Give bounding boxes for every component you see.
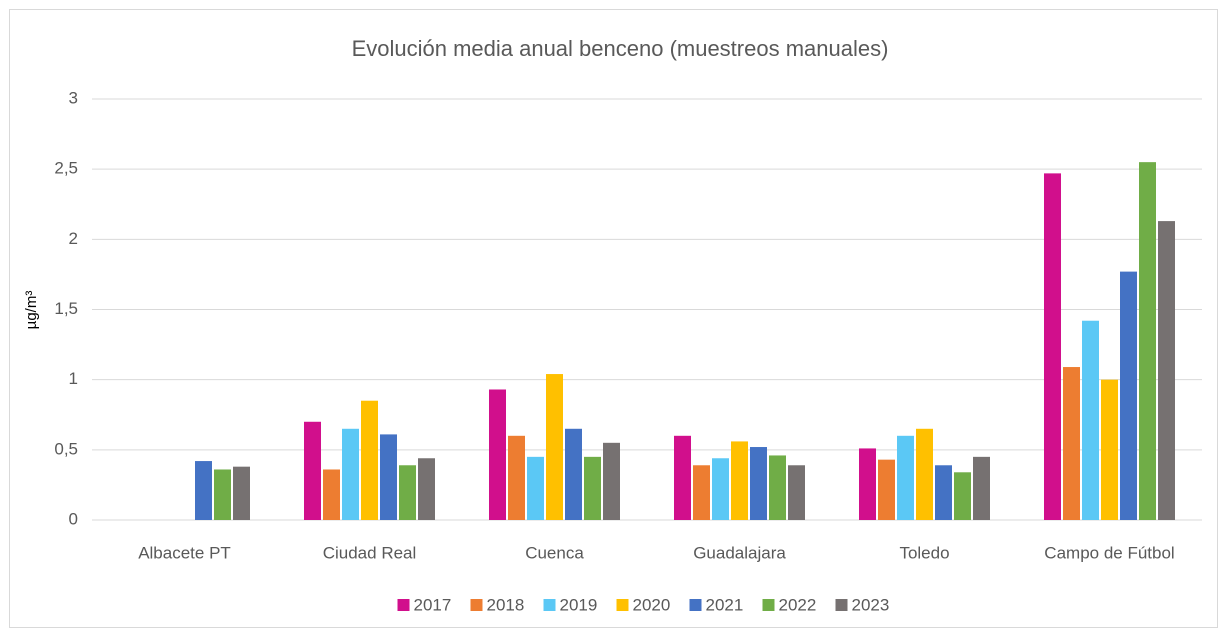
bar bbox=[565, 428, 582, 520]
bar bbox=[674, 435, 691, 520]
bar bbox=[954, 472, 971, 520]
bar bbox=[380, 434, 397, 520]
chart-border bbox=[9, 9, 1218, 628]
y-tick-label: 0,5 bbox=[54, 439, 78, 458]
x-tick-label: Guadalajara bbox=[693, 543, 786, 562]
bar bbox=[323, 469, 340, 520]
bar bbox=[508, 435, 525, 520]
bar bbox=[750, 447, 767, 520]
bar bbox=[527, 456, 544, 520]
bar bbox=[546, 374, 563, 520]
bar bbox=[859, 448, 876, 520]
bar bbox=[304, 421, 321, 520]
legend-label: 2023 bbox=[852, 595, 890, 614]
y-tick-label: 1 bbox=[69, 369, 78, 388]
y-tick-label: 2,5 bbox=[54, 159, 78, 178]
chart-title: Evolución media anual benceno (muestreos… bbox=[352, 36, 889, 61]
bar bbox=[916, 428, 933, 520]
bar bbox=[195, 461, 212, 520]
legend-label: 2021 bbox=[706, 595, 744, 614]
bar bbox=[973, 456, 990, 520]
x-tick-label: Ciudad Real bbox=[323, 543, 417, 562]
bar bbox=[603, 442, 620, 520]
y-tick-label: 3 bbox=[69, 88, 78, 107]
bar bbox=[769, 455, 786, 520]
legend-swatch bbox=[543, 599, 556, 611]
legend-label: 2019 bbox=[560, 595, 598, 614]
bar bbox=[1120, 271, 1137, 520]
legend-swatch bbox=[616, 599, 629, 611]
bar bbox=[399, 465, 416, 520]
bar bbox=[584, 456, 601, 520]
bar bbox=[1158, 221, 1175, 520]
bar bbox=[1139, 162, 1156, 520]
y-tick-label: 0 bbox=[69, 509, 78, 528]
x-tick-label: Albacete PT bbox=[138, 543, 231, 562]
bar bbox=[1044, 173, 1061, 521]
bar bbox=[788, 465, 805, 520]
legend-label: 2020 bbox=[633, 595, 671, 614]
y-tick-label: 2 bbox=[69, 229, 78, 248]
x-tick-label: Campo de Fútbol bbox=[1044, 543, 1174, 562]
bar bbox=[361, 400, 378, 520]
bar bbox=[693, 465, 710, 520]
bar bbox=[233, 466, 250, 520]
bar bbox=[342, 428, 359, 520]
bar bbox=[418, 458, 435, 520]
legend-label: 2017 bbox=[414, 595, 452, 614]
y-tick-label: 1,5 bbox=[54, 299, 78, 318]
legend-swatch bbox=[835, 599, 848, 611]
bar bbox=[1063, 367, 1080, 520]
y-axis-label: µg/m³ bbox=[23, 291, 40, 330]
x-tick-label: Toledo bbox=[899, 543, 949, 562]
legend-label: 2018 bbox=[487, 595, 525, 614]
legend-label: 2022 bbox=[779, 595, 817, 614]
legend-swatch bbox=[762, 599, 775, 611]
x-tick-label: Cuenca bbox=[525, 543, 584, 562]
bar bbox=[878, 459, 895, 520]
bar bbox=[897, 435, 914, 520]
bar bbox=[712, 458, 729, 520]
legend-swatch bbox=[470, 599, 483, 611]
bar bbox=[1082, 320, 1099, 520]
bar bbox=[935, 465, 952, 520]
bar bbox=[1101, 379, 1118, 520]
bar bbox=[489, 389, 506, 520]
bar bbox=[731, 441, 748, 520]
legend-swatch bbox=[397, 599, 410, 611]
bar bbox=[214, 469, 231, 520]
legend-swatch bbox=[689, 599, 702, 611]
